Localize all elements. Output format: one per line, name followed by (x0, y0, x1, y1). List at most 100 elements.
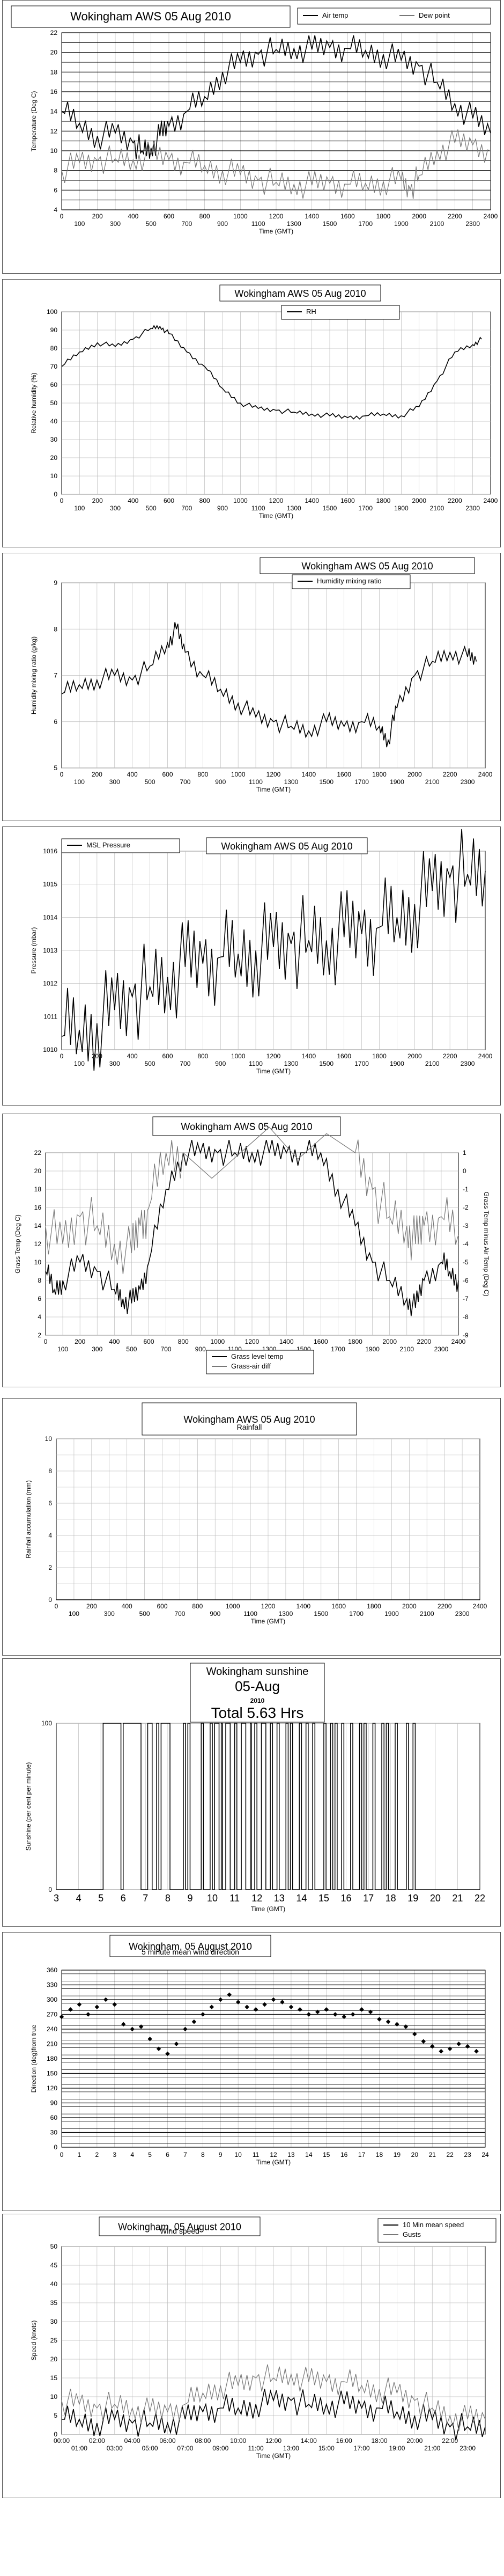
x-tick-label: 1300 (279, 1610, 293, 1618)
x-tick-label: 0 (55, 1602, 58, 1610)
x-tick-label: 1500 (314, 1610, 328, 1618)
y-tick-label: 10 (45, 1435, 53, 1443)
x-tick-label: 1100 (251, 220, 265, 228)
x-tick-label: 700 (181, 504, 192, 512)
x-tick-label: 2200 (443, 771, 457, 778)
series-line-msl-pressure (61, 829, 486, 1071)
x-tick-label: 1700 (354, 778, 369, 786)
x-tick-label: 800 (197, 1052, 208, 1060)
x-tick-label: 2300 (465, 220, 480, 228)
x-tick-label: 500 (145, 778, 155, 786)
series-line-grass-air-diff (45, 1126, 459, 1275)
x-tick-label: 1400 (305, 497, 319, 504)
legend-label: Grass level temp (231, 1352, 284, 1360)
x-axis-label: Time (GMT) (251, 1618, 285, 1625)
y-tick-label: 0 (54, 2143, 57, 2151)
x-tick-label: 1000 (233, 213, 248, 220)
chart-title: Wokingham sunshine (206, 1666, 309, 1678)
x-tick-label: 300 (92, 1345, 102, 1353)
y-tick-label: 50 (50, 2243, 58, 2250)
y-tick-label: 1012 (43, 980, 57, 987)
x-tick-label: 400 (122, 1602, 132, 1610)
x-tick-label: 1600 (340, 497, 355, 504)
x-tick-label: 04:00 (124, 2437, 140, 2445)
x-tick-label: 1500 (323, 504, 337, 512)
y-tick-label: 90 (50, 2099, 58, 2107)
x-tick-label: 6 (121, 1893, 126, 1904)
y-tick-label: 0 (54, 491, 57, 498)
x-tick-label: 22:00 (442, 2437, 458, 2445)
chart-year: 2010 (250, 1697, 265, 1704)
x-tick-label: 4 (76, 1893, 81, 1904)
chart-title-box (260, 557, 475, 574)
x-tick-label: 2100 (420, 1610, 434, 1618)
x-tick-label: 6 (166, 2151, 169, 2158)
chart-subtitle: Wind speed (160, 2227, 199, 2235)
x-tick-label: 1600 (337, 1052, 351, 1060)
x-tick-label: 03:00 (107, 2445, 123, 2452)
x-tick-label: 23:00 (459, 2445, 476, 2452)
x-tick-label: 2100 (425, 778, 440, 786)
x-tick-label: 1200 (269, 213, 284, 220)
x-tick-label: 1200 (266, 771, 281, 778)
x-tick-label: 100 (74, 504, 85, 512)
x-tick-label: 2200 (448, 497, 462, 504)
y-tick-label: 0 (48, 1596, 52, 1604)
x-tick-label: 600 (143, 1338, 154, 1345)
x-tick-label: 0 (44, 1338, 48, 1345)
x-tick-label: 24 (481, 2151, 489, 2158)
x-tick-label: 200 (92, 1052, 102, 1060)
legend-label: Grass-air diff (231, 1362, 271, 1370)
x-tick-label: 1100 (251, 504, 265, 512)
x-tick-label: 300 (109, 778, 120, 786)
y-tick-label: 22 (50, 29, 58, 36)
x-tick-label: 800 (192, 1602, 203, 1610)
x-tick-label: 17:00 (354, 2445, 370, 2452)
x-tick-label: 13 (287, 2151, 295, 2158)
x-tick-label: 12 (270, 2151, 277, 2158)
x-tick-label: 0 (60, 1052, 64, 1060)
x-axis-label: Time (GMT) (256, 2158, 291, 2166)
x-tick-label: 1700 (331, 1345, 345, 1353)
y-tick-label: 1013 (43, 947, 57, 954)
x-tick-label: 21 (452, 1893, 463, 1904)
x-tick-label: 1200 (261, 1602, 276, 1610)
y-axis-label: Relative humidity (%) (30, 372, 38, 433)
x-tick-label: 200 (86, 1602, 97, 1610)
y-tick-label: 5 (54, 764, 57, 772)
x-tick-label: 14:00 (301, 2437, 317, 2445)
x-tick-label: 15 (323, 2151, 330, 2158)
chart-panel-mix: 5 6 7 8 9 0 200 400 600 800 1000 1200 1400 1600 1800 20… (2, 553, 501, 821)
x-tick-label: 100 (69, 1610, 79, 1618)
chart-title-box (11, 5, 291, 28)
legend-label: MSL Pressure (86, 841, 130, 849)
chart-svg-mix: 5 6 7 8 9 0 200 400 600 800 1000 1200 1400 1600 1800 20… (30, 557, 493, 793)
x-tick-label: 700 (181, 220, 192, 228)
y-tick-label: 0 (48, 1886, 52, 1893)
y-tick-label: 4 (48, 1532, 52, 1539)
chart-title-box (109, 1935, 271, 1957)
x-tick-label: 16 (340, 2151, 348, 2158)
data-point (209, 2004, 214, 2009)
data-point (201, 2012, 205, 2017)
x-tick-label: 1900 (394, 504, 409, 512)
x-tick-label: 1900 (365, 1345, 380, 1353)
y-tick-label: 8 (54, 167, 57, 174)
y-axis-label: Sunshine (per cent per minute) (25, 1762, 32, 1851)
y-tick-label: 270 (47, 2011, 57, 2018)
y-tick-label: 70 (50, 363, 58, 370)
x-tick-label: 2000 (412, 213, 426, 220)
y-tick-label: 1016 (43, 847, 57, 855)
x-tick-label: 400 (127, 771, 138, 778)
y2-tick-label: -1 (463, 1185, 469, 1193)
x-tick-label: 1000 (231, 771, 246, 778)
y-tick-label: 8 (38, 1277, 41, 1284)
x-tick-label: 3 (113, 2151, 116, 2158)
x-tick-label: 2300 (461, 1060, 475, 1067)
chart-total: Total 5.63 Hrs (211, 1704, 304, 1721)
y-tick-label: 210 (47, 2040, 57, 2048)
series-line-dew-point (61, 129, 491, 199)
y-tick-label: 360 (47, 1966, 57, 1974)
x-tick-label: 700 (174, 1610, 185, 1618)
